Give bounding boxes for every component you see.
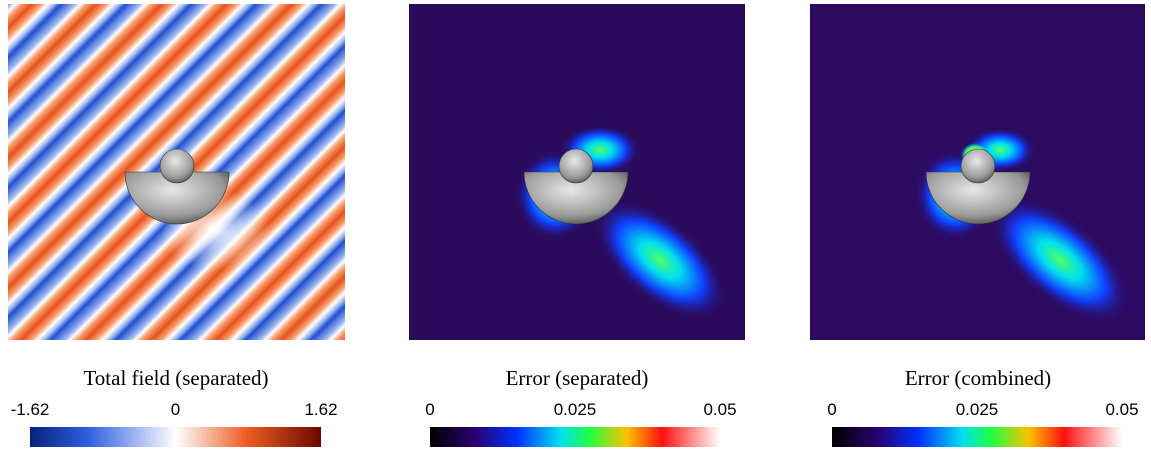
colorbar-tick-label: 1.62 xyxy=(304,400,337,419)
caption: Error (combined) xyxy=(905,366,1051,390)
colorbar-tick-label: 0.025 xyxy=(554,400,597,419)
colorbar-tick-label: 0 xyxy=(425,400,434,419)
colorbar xyxy=(430,427,720,447)
colorbar xyxy=(832,427,1122,447)
colorbar-tick-label: 0.05 xyxy=(1105,400,1138,419)
error-combined-panel xyxy=(810,4,1145,340)
caption: Total field (separated) xyxy=(83,366,268,390)
colorbar-tick-label: 0.05 xyxy=(703,400,736,419)
colorbar-tick-label: 0 xyxy=(827,400,836,419)
colorbar-tick-label: 0 xyxy=(171,400,180,419)
colorbar-tick-label: -1.62 xyxy=(11,400,50,419)
colorbar-tick-label: 0.025 xyxy=(956,400,999,419)
field-panel xyxy=(8,4,345,340)
caption: Error (separated) xyxy=(506,366,649,390)
colorbar xyxy=(30,427,321,447)
error-separated-panel xyxy=(409,4,745,340)
